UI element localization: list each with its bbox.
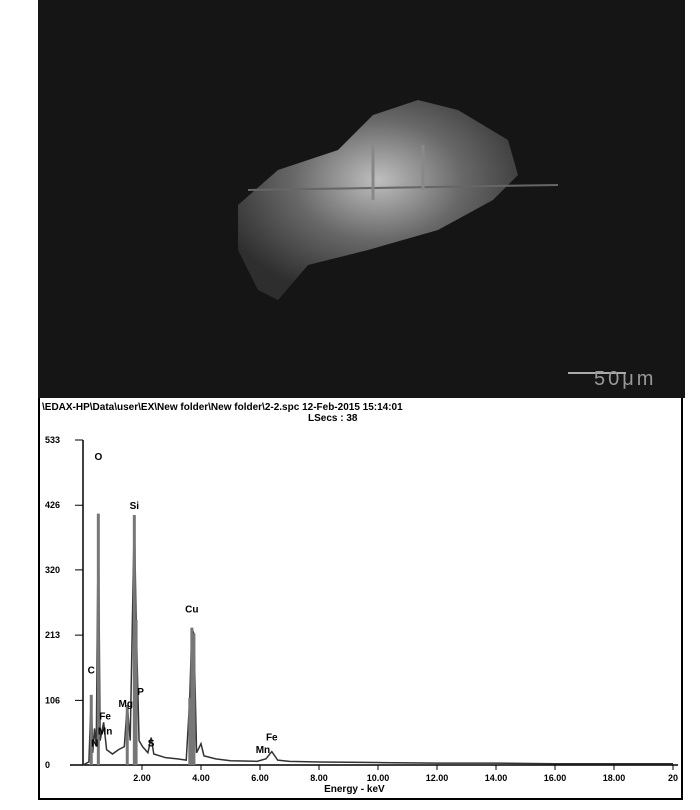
peak-label-mn: Mn bbox=[256, 745, 270, 756]
peak-label-fe: Fe bbox=[266, 733, 278, 744]
peak-label-si: Si bbox=[130, 501, 140, 512]
x-tick-label: 18.00 bbox=[603, 773, 626, 783]
x-tick-label: 2.00 bbox=[133, 773, 151, 783]
scale-bar-label: 50μm bbox=[594, 368, 657, 390]
peak-label-c: C bbox=[88, 666, 95, 677]
spectrum-panel bbox=[38, 398, 683, 800]
x-tick-label: 20 bbox=[668, 773, 678, 783]
file-path-header: \EDAX-HP\Data\user\EX\New folder\New fol… bbox=[42, 402, 403, 413]
x-axis-label: Energy - keV bbox=[324, 784, 385, 795]
peak-label-mn: Mn bbox=[98, 727, 112, 738]
y-tick-label: 0 bbox=[45, 760, 50, 770]
peak-label-p: P bbox=[137, 687, 144, 698]
x-tick-label: 8.00 bbox=[310, 773, 328, 783]
y-tick-label: 106 bbox=[45, 695, 60, 705]
peak-label-o: O bbox=[94, 452, 102, 463]
particle-image bbox=[238, 100, 559, 300]
peak-label-cu: Cu bbox=[185, 605, 198, 616]
x-tick-label: 12.00 bbox=[426, 773, 449, 783]
y-tick-label: 213 bbox=[45, 630, 60, 640]
peak-label-mg: Mg bbox=[119, 699, 133, 710]
peak-label-fe: Fe bbox=[99, 711, 111, 722]
spectrum-line bbox=[82, 513, 673, 766]
scale-bar bbox=[568, 372, 626, 374]
x-tick-label: 4.00 bbox=[192, 773, 210, 783]
sem-micrograph bbox=[38, 0, 685, 398]
x-tick-label: 6.00 bbox=[251, 773, 269, 783]
x-tick-label: 16.00 bbox=[544, 773, 567, 783]
y-tick-label: 533 bbox=[45, 435, 60, 445]
live-seconds: LSecs : 38 bbox=[308, 413, 358, 424]
x-tick-label: 10.00 bbox=[367, 773, 390, 783]
y-tick-label: 426 bbox=[45, 500, 60, 510]
peak-label-s: S bbox=[148, 739, 155, 750]
y-tick-label: 320 bbox=[45, 565, 60, 575]
x-tick-label: 14.00 bbox=[485, 773, 508, 783]
peak-label-n: N bbox=[91, 739, 98, 750]
